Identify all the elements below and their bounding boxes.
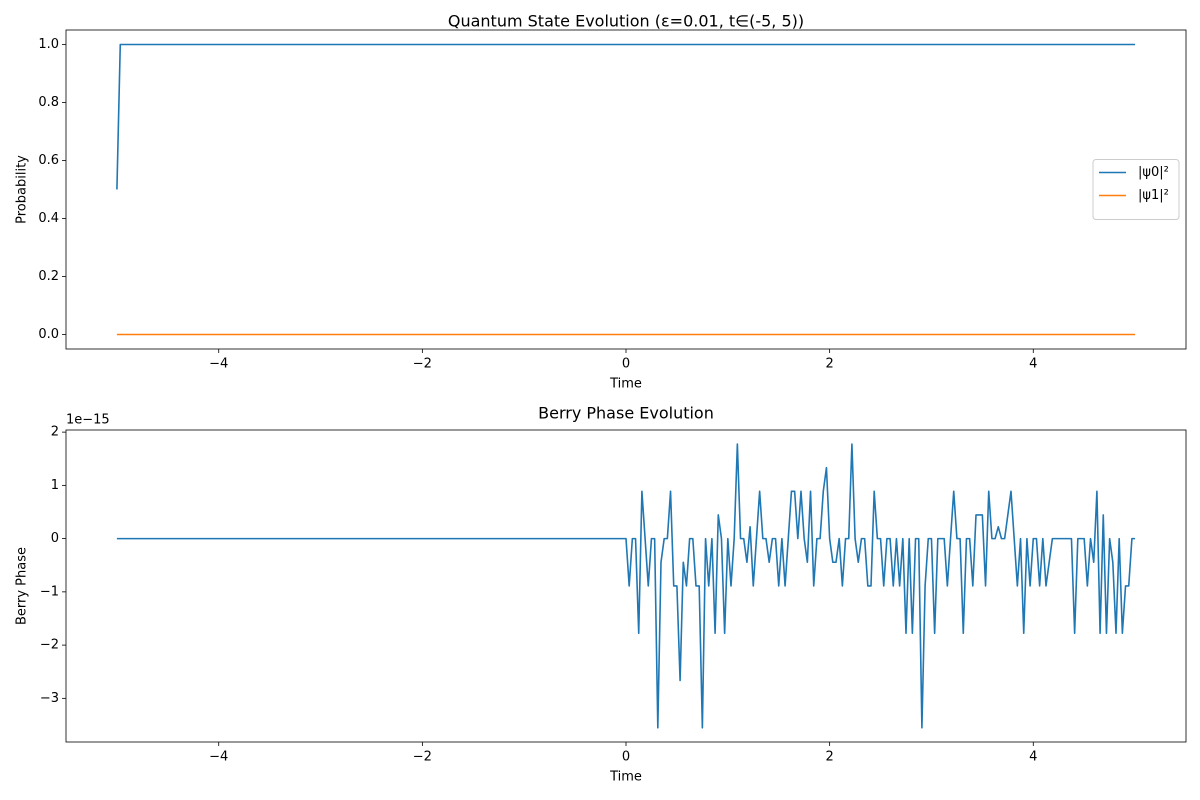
axis-offset-label: 1e−15 bbox=[66, 413, 110, 428]
x-tick-label: 0 bbox=[622, 357, 630, 372]
x-tick-label: −2 bbox=[413, 357, 432, 372]
chart-title: Berry Phase Evolution bbox=[538, 404, 714, 423]
chart-title: Quantum State Evolution (ε=0.01, t∈(-5, … bbox=[448, 12, 804, 31]
y-axis-label: Berry Phase bbox=[15, 547, 30, 625]
data-line bbox=[116, 443, 1136, 729]
x-tick-label: 4 bbox=[1029, 357, 1037, 372]
x-tick-label: 2 bbox=[825, 750, 833, 765]
legend-label: |ψ0|² bbox=[1138, 165, 1169, 180]
legend-box bbox=[1092, 159, 1180, 220]
x-tick-label: −2 bbox=[413, 750, 432, 765]
x-axis-label: Time bbox=[609, 377, 642, 392]
y-tick-label: 0.8 bbox=[38, 95, 59, 110]
y-tick-label: 0.4 bbox=[38, 211, 59, 226]
y-tick-label: 1 bbox=[51, 478, 59, 493]
y-tick-label: 0.0 bbox=[38, 327, 59, 342]
axes-frame bbox=[65, 429, 1187, 743]
x-tick-label: −4 bbox=[209, 750, 228, 765]
legend-label: |ψ1|² bbox=[1138, 188, 1169, 203]
y-tick-label: −2 bbox=[40, 638, 59, 653]
y-tick-label: 0.6 bbox=[38, 153, 59, 168]
x-tick-label: 4 bbox=[1029, 750, 1037, 765]
x-tick-label: −4 bbox=[209, 357, 228, 372]
y-tick-label: 0 bbox=[51, 531, 59, 546]
x-tick-label: 0 bbox=[622, 750, 630, 765]
x-tick-label: 2 bbox=[825, 357, 833, 372]
x-axis-label: Time bbox=[609, 770, 642, 785]
y-tick-label: 0.2 bbox=[38, 269, 59, 284]
axes-frame bbox=[65, 29, 1187, 350]
data-line bbox=[116, 43, 1136, 190]
y-tick-label: 1.0 bbox=[38, 37, 59, 52]
y-axis-label: Probability bbox=[15, 155, 30, 224]
y-tick-label: −1 bbox=[40, 584, 59, 599]
y-tick-label: −3 bbox=[40, 691, 59, 706]
y-tick-label: 2 bbox=[51, 425, 59, 440]
